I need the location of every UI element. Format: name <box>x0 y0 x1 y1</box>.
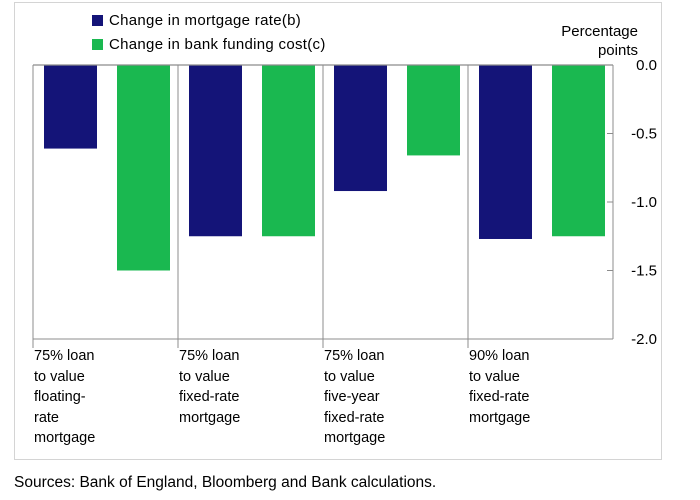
x-tick-label-0: 75% loan to value floating- rate mortgag… <box>34 348 96 446</box>
y-tick-label-0: 0.0 <box>636 57 657 74</box>
y-tick-label-1: -0.5 <box>631 126 657 143</box>
chart-frame <box>14 2 662 460</box>
legend-label-mortgage-rate: Change in mortgage rate(b) <box>109 12 302 29</box>
bar-mortgage-rate-3 <box>479 65 532 239</box>
bar-mortgage-rate-1 <box>189 65 242 237</box>
sources-footnote: Sources: Bank of England, Bloomberg and … <box>14 474 437 491</box>
bar-funding-cost-3 <box>552 65 605 237</box>
legend-item-mortgage-rate: Change in mortgage rate(b) <box>92 12 301 29</box>
y-tick-label-4: -2.0 <box>631 331 657 348</box>
x-tick-label-2: 75% loan to value five-year fixed-rate m… <box>324 348 386 446</box>
x-tick-label-3: 90% loan to value fixed-rate mortgage <box>469 348 531 426</box>
y-tick-label-2: -1.0 <box>631 194 657 211</box>
x-tick-label-1: 75% loan to value fixed-rate mortgage <box>179 348 241 426</box>
legend-label-funding-cost: Change in bank funding cost(c) <box>109 36 326 53</box>
legend-swatch-funding-cost <box>92 39 103 50</box>
bar-funding-cost-1 <box>262 65 315 237</box>
legend-item-funding-cost: Change in bank funding cost(c) <box>92 36 326 53</box>
y-axis-unit-label: Percentage points <box>561 23 638 59</box>
bar-mortgage-rate-0 <box>44 65 97 149</box>
y-tick-label-3: -1.5 <box>631 263 657 280</box>
bar-funding-cost-2 <box>407 65 460 156</box>
bar-mortgage-rate-2 <box>334 65 387 192</box>
bar-funding-cost-0 <box>117 65 170 271</box>
legend-swatch-mortgage-rate <box>92 15 103 26</box>
